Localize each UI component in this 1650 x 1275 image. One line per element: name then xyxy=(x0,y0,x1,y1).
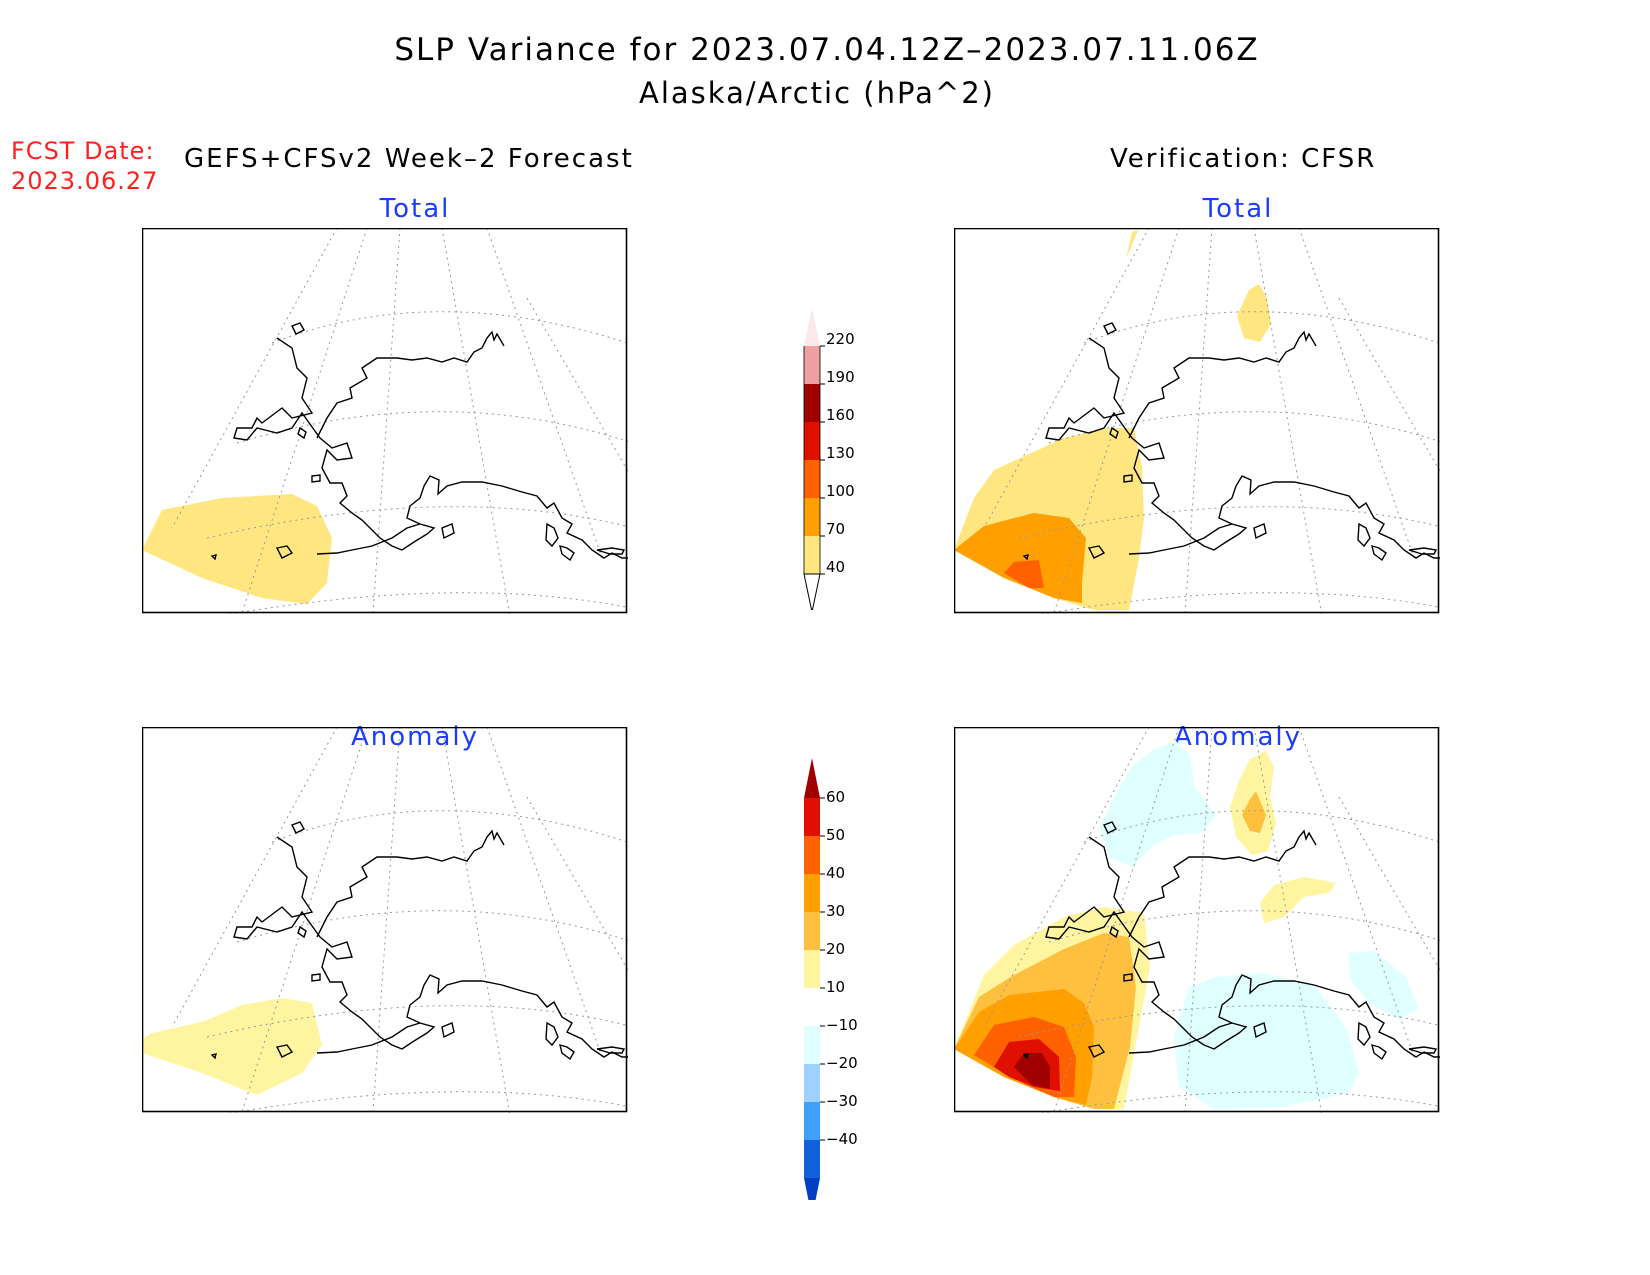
colorbar-segment xyxy=(804,798,820,836)
anomaly-neg10-neg20-south xyxy=(1174,973,1359,1109)
colorbar-top-arrow xyxy=(804,308,820,346)
colorbar-tick-label: 190 xyxy=(826,368,855,386)
variance-100-130-region xyxy=(1004,560,1044,588)
anomaly-10-20-mid xyxy=(1260,877,1336,923)
colorbar-tick-label: 40 xyxy=(826,864,845,882)
colorbar-top-arrow xyxy=(804,758,820,798)
colorbar-tick-label: −30 xyxy=(826,1092,858,1110)
colorbar-tick-label: 40 xyxy=(826,558,845,576)
colorbar-segment xyxy=(804,346,820,384)
colorbar-tick-label: −40 xyxy=(826,1130,858,1148)
colorbar-segment xyxy=(804,874,820,912)
colorbar-segment xyxy=(804,1064,820,1102)
colorbar-segment xyxy=(804,1140,820,1178)
forecast-total-map xyxy=(142,228,628,614)
colorbar-segment xyxy=(804,988,820,1026)
colorbar-bottom-arrow xyxy=(803,573,821,610)
colorbar-segment xyxy=(804,460,820,498)
colorbar-tick-label: 20 xyxy=(826,940,845,958)
variance-40-70-edge xyxy=(1126,230,1138,258)
colorbar-tick-label: 60 xyxy=(826,788,845,806)
colorbar-segment xyxy=(804,950,820,988)
colorbar-tick-label: 130 xyxy=(826,444,855,462)
colorbar-segment xyxy=(804,912,820,950)
colorbar-segment xyxy=(804,498,820,536)
variance-40-70-north xyxy=(1237,284,1271,342)
colorbar-tick-label: −10 xyxy=(826,1016,858,1034)
colorbar-tick-label: 100 xyxy=(826,482,855,500)
colorbar-tick-label: −20 xyxy=(826,1054,858,1072)
fcst-date: FCST Date: 2023.06.27 xyxy=(11,136,158,196)
colorbar-segment xyxy=(804,1102,820,1140)
colorbar-tick-label: 10 xyxy=(826,978,845,996)
colorbar-segment xyxy=(804,1026,820,1064)
verification-anomaly-map xyxy=(954,727,1440,1113)
colorbar-tick-label: 50 xyxy=(826,826,845,844)
variance-40-70-region xyxy=(142,494,332,604)
colorbar-tick-label: 30 xyxy=(826,902,845,920)
fcst-date-label: FCST Date: xyxy=(11,137,155,165)
colorbar-segment xyxy=(804,384,820,422)
colorbar-segment xyxy=(804,536,820,574)
anomaly-neg10-neg20-north xyxy=(1100,741,1216,867)
anomaly-gt-60-region xyxy=(1014,1053,1050,1089)
forecast-total-title: Total xyxy=(379,194,451,224)
colorbar-tick-label: 70 xyxy=(826,520,845,538)
anomaly-neg10-neg20-east xyxy=(1349,951,1419,1019)
verification-total-map xyxy=(954,228,1440,614)
main-title: SLP Variance for 2023.07.04.12Z–2023.07.… xyxy=(394,32,1260,68)
variance-70-100-region xyxy=(954,513,1086,603)
colorbar-tick-label: 220 xyxy=(826,330,855,348)
anomaly-10-20-region xyxy=(142,998,322,1095)
total-colorbar: 40 70 100 130 160 190 220 xyxy=(803,308,855,610)
verification-header: Verification: CFSR xyxy=(1110,144,1377,174)
colorbar-tick-label: 160 xyxy=(826,406,855,424)
forecast-header: GEFS+CFSv2 Week–2 Forecast xyxy=(184,144,634,174)
colorbar-bottom-arrow xyxy=(804,1178,820,1200)
verification-total-title: Total xyxy=(1202,194,1274,224)
colorbar-segment xyxy=(804,422,820,460)
colorbar-segment xyxy=(804,836,820,874)
anomaly-colorbar: 60 50 40 30 20 10 −10 −20 −30 −40 xyxy=(804,758,858,1200)
forecast-anomaly-map xyxy=(142,727,628,1113)
main-subtitle: Alaska/Arctic (hPa^2) xyxy=(639,76,995,110)
fcst-date-value: 2023.06.27 xyxy=(11,167,159,195)
anomaly-20-30-north xyxy=(1242,791,1266,833)
